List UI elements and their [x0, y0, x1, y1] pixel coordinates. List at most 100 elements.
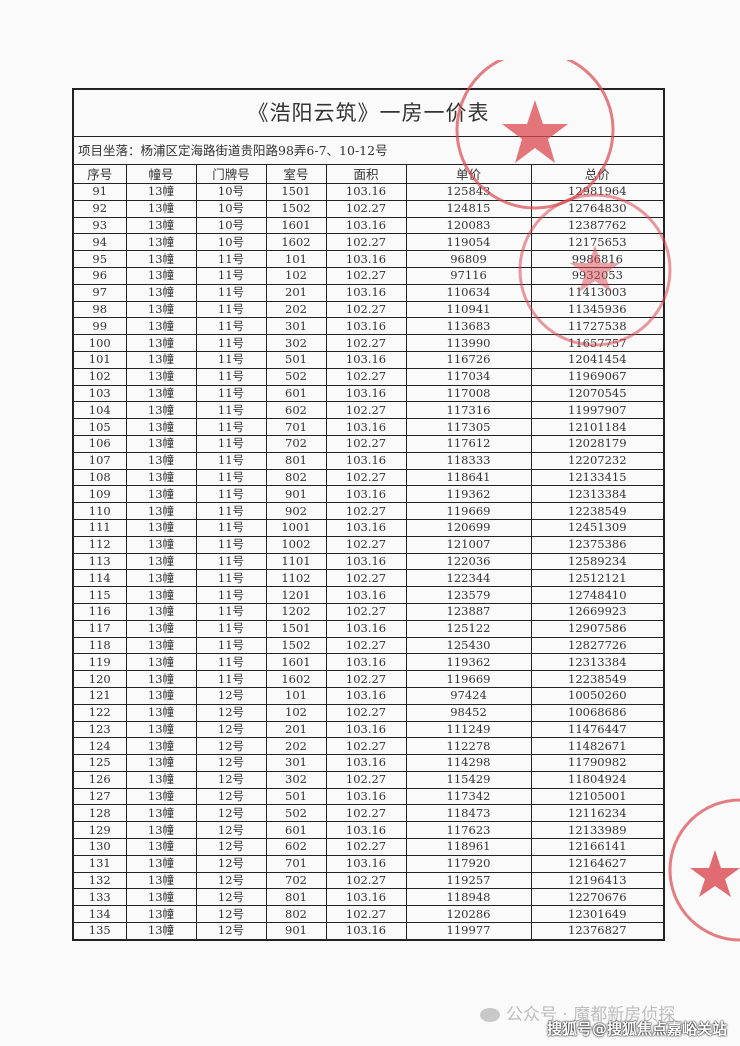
cell-total-price: 9932053 [530, 266, 665, 285]
table-row: 121 13幢 12号 101 103.16 97424 10050260 [72, 686, 665, 705]
cell-area: 103.16 [325, 754, 407, 772]
price-list-document: 《浩阳云筑》一房一价表 项目坐落：杨浦区定海路街道贵阳路98弄6-7、10-12… [72, 88, 666, 941]
cell-unit-price: 125843 [405, 183, 532, 201]
cell-door: 11号 [195, 367, 267, 386]
table-row: 112 13幢 11号 1002 102.27 121007 12375386 [72, 535, 665, 554]
cell-door: 12号 [195, 770, 267, 789]
cell-building: 13幢 [125, 485, 197, 504]
cell-building: 13幢 [125, 586, 197, 604]
table-row: 116 13幢 11号 1202 102.27 123887 12669923 [72, 602, 665, 621]
cell-room: 1002 [265, 535, 327, 554]
cell-unit-price: 124815 [405, 199, 532, 218]
cell-seq: 126 [72, 770, 127, 789]
cell-room: 102 [265, 266, 327, 285]
cell-seq: 95 [72, 250, 127, 268]
cell-building: 13幢 [125, 653, 197, 672]
cell-room: 902 [265, 502, 327, 520]
cell-total-price: 12041454 [530, 350, 665, 369]
cell-area: 102.27 [325, 334, 407, 352]
cell-unit-price: 98452 [405, 703, 532, 722]
cell-area: 102.27 [325, 871, 407, 890]
cell-building: 13幢 [125, 183, 197, 201]
cell-door: 12号 [195, 821, 267, 840]
cell-door: 11号 [195, 502, 267, 520]
project-location: 项目坐落：杨浦区定海路街道贵阳路98弄6-7、10-12号 [72, 136, 665, 165]
cell-door: 12号 [195, 838, 267, 856]
cell-unit-price: 97116 [405, 266, 532, 285]
cell-total-price: 11345936 [530, 300, 665, 319]
cell-door: 11号 [195, 317, 267, 336]
cell-total-price: 12133415 [530, 468, 665, 487]
table-row: 102 13幢 11号 502 102.27 117034 11969067 [72, 367, 665, 386]
cell-room: 1601 [265, 216, 327, 235]
table-row: 98 13幢 11号 202 102.27 110941 11345936 [72, 300, 665, 319]
cell-door: 11号 [195, 300, 267, 319]
cell-building: 13幢 [125, 754, 197, 772]
cell-seq: 91 [72, 183, 127, 201]
cell-total-price: 11657757 [530, 334, 665, 352]
cell-total-price: 12827726 [530, 636, 665, 655]
cell-total-price: 12669923 [530, 602, 665, 621]
cell-area: 102.27 [325, 602, 407, 621]
cell-unit-price: 122344 [405, 569, 532, 588]
cell-unit-price: 118961 [405, 838, 532, 856]
cell-room: 1101 [265, 552, 327, 571]
cell-total-price: 12376827 [530, 922, 665, 941]
cell-unit-price: 119669 [405, 670, 532, 688]
cell-building: 13幢 [125, 821, 197, 840]
table-row: 122 13幢 12号 102 102.27 98452 10068686 [72, 703, 665, 722]
cell-door: 11号 [195, 418, 267, 436]
cell-building: 13幢 [125, 418, 197, 436]
header-building: 幢号 [125, 164, 197, 184]
cell-room: 201 [265, 283, 327, 302]
table-row: 100 13幢 11号 302 102.27 113990 11657757 [72, 334, 665, 352]
cell-total-price: 12028179 [530, 434, 665, 453]
cell-building: 13幢 [125, 350, 197, 369]
cell-seq: 123 [72, 720, 127, 739]
cell-seq: 120 [72, 670, 127, 688]
cell-building: 13幢 [125, 787, 197, 806]
cell-seq: 94 [72, 233, 127, 252]
cell-area: 103.16 [325, 586, 407, 604]
cell-building: 13幢 [125, 300, 197, 319]
cell-door: 11号 [195, 619, 267, 638]
cell-seq: 93 [72, 216, 127, 235]
cell-building: 13幢 [125, 602, 197, 621]
cell-seq: 127 [72, 787, 127, 806]
cell-building: 13幢 [125, 670, 197, 688]
table-row: 120 13幢 11号 1602 102.27 119669 12238549 [72, 670, 665, 688]
cell-unit-price: 113683 [405, 317, 532, 336]
cell-seq: 133 [72, 888, 127, 907]
cell-building: 13幢 [125, 334, 197, 352]
cell-seq: 98 [72, 300, 127, 319]
cell-unit-price: 114298 [405, 754, 532, 772]
cell-total-price: 12166141 [530, 838, 665, 856]
cell-room: 1502 [265, 636, 327, 655]
cell-unit-price: 113990 [405, 334, 532, 352]
header-room: 室号 [265, 164, 327, 184]
cell-seq: 108 [72, 468, 127, 487]
cell-total-price: 9986816 [530, 250, 665, 268]
cell-area: 103.16 [325, 317, 407, 336]
cell-area: 103.16 [325, 787, 407, 806]
cell-unit-price: 121007 [405, 535, 532, 554]
cell-room: 1501 [265, 619, 327, 638]
cell-room: 602 [265, 838, 327, 856]
cell-total-price: 12451309 [530, 518, 665, 537]
cell-room: 502 [265, 804, 327, 823]
cell-unit-price: 117612 [405, 434, 532, 453]
cell-room: 1102 [265, 569, 327, 588]
cell-room: 302 [265, 770, 327, 789]
cell-area: 103.16 [325, 384, 407, 403]
cell-total-price: 12375386 [530, 535, 665, 554]
cell-door: 11号 [195, 602, 267, 621]
cell-door: 12号 [195, 720, 267, 739]
table-row: 101 13幢 11号 501 103.16 116726 12041454 [72, 350, 665, 369]
cell-area: 103.16 [325, 821, 407, 840]
cell-building: 13幢 [125, 703, 197, 722]
cell-building: 13幢 [125, 737, 197, 756]
cell-room: 901 [265, 922, 327, 941]
cell-door: 11号 [195, 535, 267, 554]
cell-room: 101 [265, 250, 327, 268]
cell-seq: 111 [72, 518, 127, 537]
